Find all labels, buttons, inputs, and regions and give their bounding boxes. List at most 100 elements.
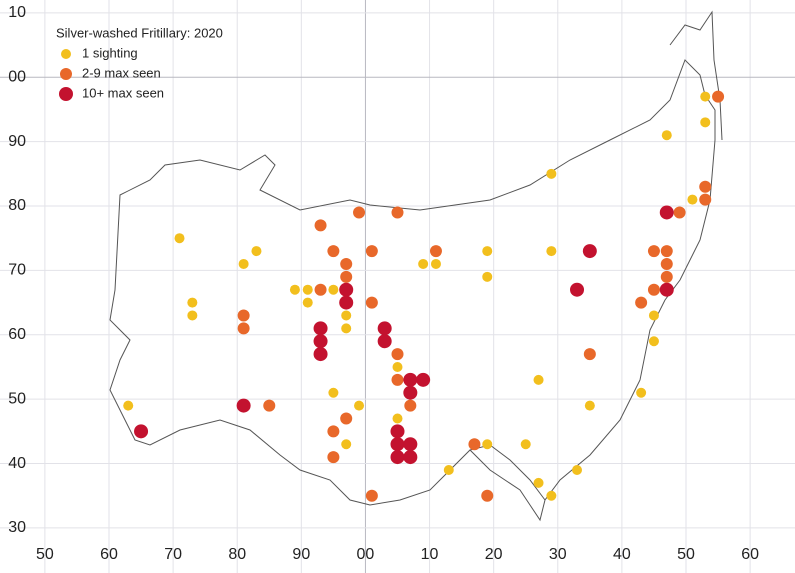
point (660, 245, 673, 258)
point (647, 245, 660, 258)
x-tick-label: 60 (741, 546, 759, 563)
point (546, 246, 557, 257)
point (659, 205, 674, 220)
point (313, 347, 328, 362)
point (251, 246, 262, 257)
point (187, 310, 198, 321)
point (390, 437, 405, 452)
point (365, 489, 378, 502)
point (340, 412, 353, 425)
points (123, 90, 725, 502)
legend-marker (60, 68, 72, 80)
point (404, 399, 417, 412)
estuary (469, 444, 546, 501)
legend-label: 10+ max seen (82, 85, 164, 100)
x-tick-label: 70 (164, 546, 182, 563)
point (700, 91, 711, 102)
point (392, 361, 403, 372)
point (313, 321, 328, 336)
point (635, 296, 648, 309)
point (314, 283, 327, 296)
point (430, 258, 441, 269)
y-tick-label: 50 (8, 390, 26, 407)
point (263, 399, 276, 412)
point (354, 400, 365, 411)
point (339, 282, 354, 297)
point (391, 206, 404, 219)
point (647, 283, 660, 296)
point (533, 477, 544, 488)
point (482, 246, 493, 257)
point (377, 334, 392, 349)
point (237, 309, 250, 322)
point (660, 257, 673, 270)
point (390, 424, 405, 439)
point (123, 400, 134, 411)
point (584, 400, 595, 411)
point (583, 348, 596, 361)
x-tick-label: 10 (421, 546, 439, 563)
point (365, 296, 378, 309)
point (416, 372, 431, 387)
y-tick-label: 60 (8, 326, 26, 343)
legend-label: 2-9 max seen (82, 65, 161, 80)
point (187, 297, 198, 308)
point (341, 323, 352, 334)
point (520, 439, 531, 450)
y-tick-label: 70 (8, 262, 26, 279)
legend-marker (61, 49, 71, 59)
point (481, 489, 494, 502)
point (327, 245, 340, 258)
point (699, 180, 712, 193)
point (174, 233, 185, 244)
y-tick-label: 00 (8, 68, 26, 85)
legend: 1 sighting 2-9 max seen 10+ max seen (59, 45, 164, 101)
y-tick-label: 80 (8, 197, 26, 214)
legend-title: Silver-washed Fritillary: 2020 (56, 25, 223, 40)
county-boundary (109, 59, 716, 522)
point (687, 194, 698, 205)
point (340, 270, 353, 283)
point (661, 130, 672, 141)
x-tick-label: 20 (485, 546, 503, 563)
point (699, 193, 712, 206)
point (403, 450, 418, 465)
point (328, 387, 339, 398)
x-tick-label: 00 (357, 546, 375, 563)
point (391, 373, 404, 386)
point (659, 282, 674, 297)
point (429, 245, 442, 258)
point (302, 284, 313, 295)
point (238, 258, 249, 269)
point (403, 437, 418, 452)
x-tick-label: 50 (36, 546, 54, 563)
point (313, 334, 328, 349)
x-tick-label: 60 (100, 546, 118, 563)
x-tick-label: 90 (292, 546, 310, 563)
point (353, 206, 366, 219)
point (712, 90, 725, 103)
point (327, 425, 340, 438)
point (648, 336, 659, 347)
coastline (669, 10, 723, 141)
y-tick-label: 10 (8, 4, 26, 21)
point (314, 219, 327, 232)
point (572, 464, 583, 475)
point (482, 271, 493, 282)
point (636, 387, 647, 398)
point (327, 451, 340, 464)
point (377, 321, 392, 336)
point (418, 258, 429, 269)
point (533, 374, 544, 385)
point (341, 310, 352, 321)
point (236, 398, 251, 413)
point (390, 450, 405, 465)
point (443, 464, 454, 475)
point (391, 348, 404, 361)
point (660, 270, 673, 283)
point (392, 413, 403, 424)
point (700, 117, 711, 128)
y-tick-label: 40 (8, 455, 26, 472)
y-tick-label: 30 (8, 519, 26, 536)
